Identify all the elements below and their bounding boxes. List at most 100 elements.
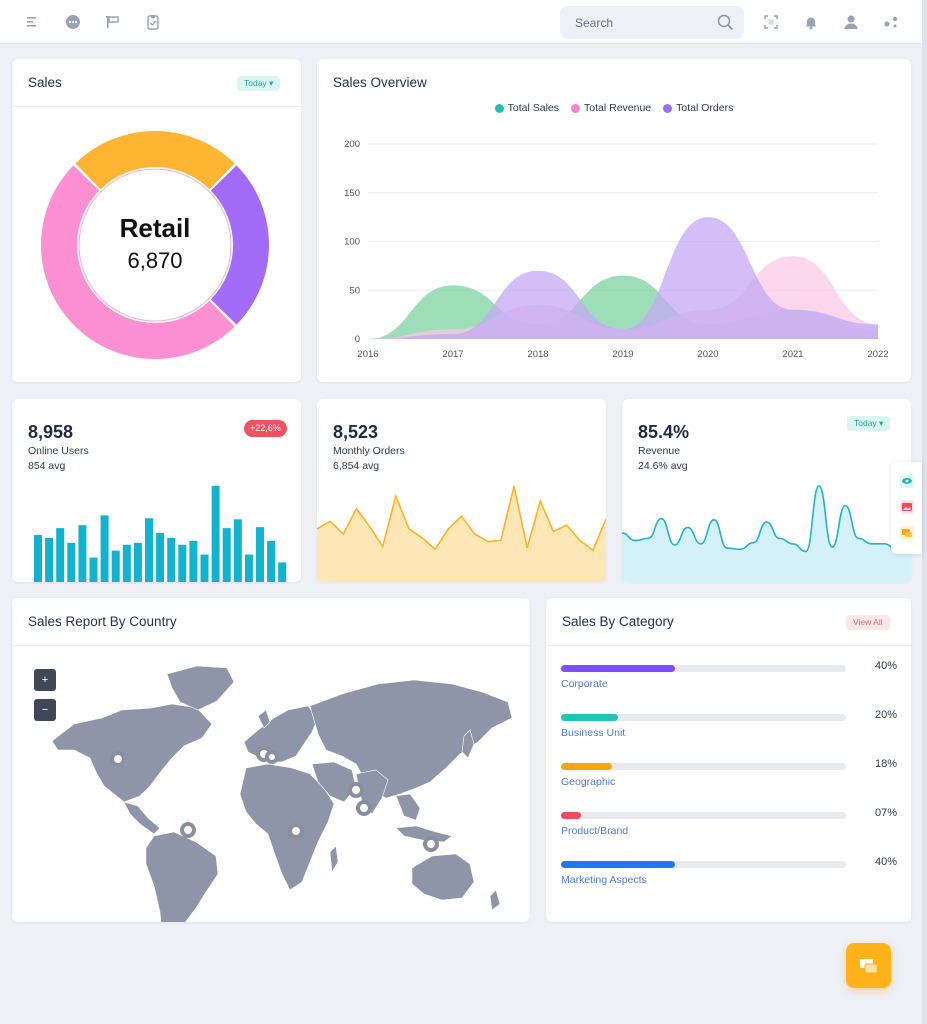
category-row-product-brand[interactable]: 07% Product/Brand — [561, 807, 897, 848]
view-all-button[interactable]: View All — [846, 615, 890, 630]
online-users-bar-chart — [34, 486, 287, 582]
legend-dot — [663, 103, 673, 113]
menu-icon[interactable] — [22, 11, 44, 33]
bar[interactable] — [67, 542, 76, 582]
donut-center-label: Retail — [120, 213, 191, 243]
x-tick-label: 2018 — [527, 349, 548, 360]
bar[interactable] — [122, 544, 131, 582]
map-marker[interactable] — [348, 782, 364, 798]
bell-icon[interactable] — [800, 11, 822, 33]
map-region-uk — [257, 709, 271, 729]
fullscreen-icon[interactable] — [760, 11, 782, 33]
category-percent: 20% — [874, 709, 897, 721]
progress-track — [561, 763, 846, 770]
bar[interactable] — [100, 515, 109, 582]
map-marker[interactable] — [110, 751, 126, 767]
legend-item-total-revenue[interactable]: Total Revenue — [571, 102, 651, 114]
zoom-in-button[interactable]: + — [34, 669, 56, 691]
map-region-africa — [239, 763, 335, 891]
map-region-central-america — [123, 801, 161, 835]
bar[interactable] — [111, 550, 120, 582]
category-name: Marketing Aspects — [561, 874, 647, 886]
bar[interactable] — [78, 525, 87, 582]
category-row-business-unit[interactable]: 20% Business Unit — [561, 709, 897, 750]
map-marker[interactable] — [423, 836, 439, 852]
revenue-card: 85.4% Revenue 24.6% avg Today ▾ — [622, 399, 911, 582]
bar[interactable] — [267, 540, 276, 582]
search-icon[interactable] — [717, 14, 734, 36]
bar[interactable] — [211, 486, 220, 582]
donut-segment[interactable] — [75, 131, 235, 190]
search-box[interactable]: Search — [560, 6, 744, 39]
legend-label: Total Orders — [676, 102, 734, 114]
area-series-total-orders[interactable] — [368, 217, 878, 339]
revenue-avg: 24.6% avg — [638, 460, 688, 472]
flag-icon[interactable] — [102, 11, 124, 33]
image-icon[interactable] — [900, 500, 914, 514]
sales-overview-card: Sales Overview Total Sales Total Revenue… — [317, 59, 911, 382]
map-marker[interactable] — [288, 823, 304, 839]
bar[interactable] — [34, 534, 42, 582]
monthly-orders-value: 8,523 — [333, 422, 379, 442]
bar[interactable] — [156, 533, 165, 582]
x-tick-label: 2020 — [697, 349, 718, 360]
bar[interactable] — [189, 540, 198, 582]
bar[interactable] — [45, 537, 54, 582]
map-region-greenland — [166, 665, 235, 711]
legend-item-total-orders[interactable]: Total Orders — [663, 102, 733, 114]
monthly-orders-avg: 6,854 avg — [333, 460, 380, 472]
category-row-marketing-aspects[interactable]: 40% Marketing Aspects — [561, 856, 897, 897]
bar[interactable] — [200, 554, 209, 582]
bar[interactable] — [133, 542, 142, 582]
bar[interactable] — [145, 518, 153, 582]
progress-fill — [561, 763, 613, 770]
map-marker[interactable] — [180, 822, 196, 838]
legend-label: Total Sales — [507, 102, 560, 114]
zoom-out-button[interactable]: − — [34, 699, 56, 721]
progress-track — [561, 714, 846, 721]
settings-icon[interactable] — [880, 11, 902, 33]
category-row-geographic[interactable]: 18% Geographic — [561, 758, 897, 799]
search-input[interactable]: Search — [575, 16, 614, 30]
bar[interactable] — [278, 562, 287, 582]
category-percent: 07% — [874, 807, 897, 819]
x-tick-label: 2017 — [442, 349, 463, 360]
chat-bubble-icon[interactable] — [62, 11, 84, 33]
eye-icon[interactable] — [900, 474, 914, 488]
chat-icon[interactable] — [900, 526, 914, 540]
sparkline-line — [317, 485, 606, 552]
card-title: Sales — [28, 75, 62, 90]
floating-side-panel — [891, 462, 922, 554]
bar[interactable] — [178, 544, 187, 582]
map-marker[interactable] — [265, 750, 279, 764]
bar[interactable] — [244, 554, 253, 582]
user-icon[interactable] — [840, 11, 862, 33]
sales-by-category-card: Sales By Category View All 40% Corporate… — [546, 598, 911, 922]
online-users-label: Online Users — [28, 445, 89, 457]
y-tick-label: 50 — [349, 285, 360, 296]
legend-label: Total Revenue — [584, 102, 652, 114]
bar[interactable] — [222, 528, 231, 582]
bar[interactable] — [256, 527, 264, 582]
revenue-sparkline — [622, 485, 911, 582]
legend-dot — [494, 103, 504, 113]
world-map[interactable] — [12, 646, 530, 922]
page-scrollbar[interactable] — [922, 0, 927, 1024]
today-filter-button[interactable]: Today ▾ — [847, 416, 891, 431]
y-tick-label: 0 — [355, 334, 360, 345]
sales-by-country-card: Sales Report By Country + − — [12, 598, 530, 922]
category-row-corporate[interactable]: 40% Corporate — [561, 660, 897, 701]
sparkline-area — [317, 486, 606, 582]
legend-item-total-sales[interactable]: Total Sales — [494, 102, 560, 114]
donut-segment[interactable] — [210, 165, 269, 325]
donut-segment[interactable] — [40, 165, 235, 360]
legend-dot — [571, 103, 581, 113]
today-filter-button[interactable]: Today ▾ — [237, 76, 281, 91]
bar[interactable] — [233, 519, 242, 582]
bar[interactable] — [89, 557, 98, 582]
chat-fab-button[interactable] — [846, 943, 891, 988]
bar[interactable] — [167, 537, 176, 582]
map-marker[interactable] — [356, 800, 372, 816]
clipboard-icon[interactable] — [142, 11, 164, 33]
bar[interactable] — [56, 528, 65, 582]
